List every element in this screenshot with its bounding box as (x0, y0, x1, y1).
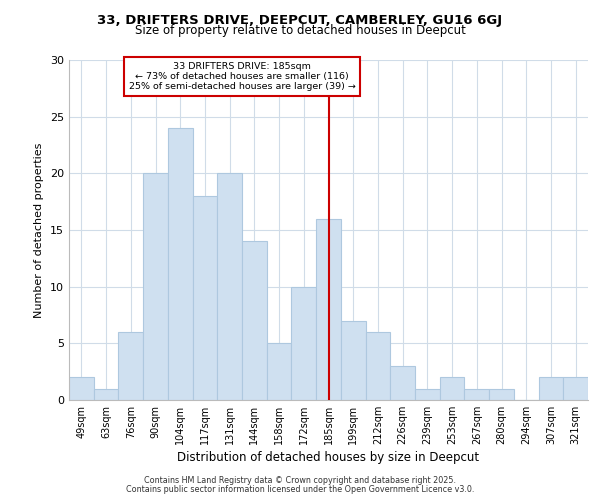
Bar (94, 388, 118, 400)
Bar (217, 174, 242, 400)
Bar (168, 128, 193, 400)
X-axis label: Distribution of detached houses by size in Deepcut: Distribution of detached houses by size … (178, 451, 479, 464)
Bar (539, 378, 563, 400)
Bar (242, 242, 267, 400)
Text: Contains HM Land Registry data © Crown copyright and database right 2025.: Contains HM Land Registry data © Crown c… (144, 476, 456, 485)
Bar (292, 286, 316, 400)
Bar (440, 378, 464, 400)
Bar (193, 196, 217, 400)
Bar (365, 332, 390, 400)
Text: 33 DRIFTERS DRIVE: 185sqm
← 73% of detached houses are smaller (116)
25% of semi: 33 DRIFTERS DRIVE: 185sqm ← 73% of detac… (128, 62, 355, 92)
Bar (341, 320, 365, 400)
Bar (563, 378, 588, 400)
Bar (390, 366, 415, 400)
Bar (464, 388, 489, 400)
Bar (489, 388, 514, 400)
Text: Size of property relative to detached houses in Deepcut: Size of property relative to detached ho… (134, 24, 466, 37)
Y-axis label: Number of detached properties: Number of detached properties (34, 142, 44, 318)
Bar (143, 174, 168, 400)
Bar (316, 218, 341, 400)
Bar (69, 378, 94, 400)
Text: 33, DRIFTERS DRIVE, DEEPCUT, CAMBERLEY, GU16 6GJ: 33, DRIFTERS DRIVE, DEEPCUT, CAMBERLEY, … (97, 14, 503, 27)
Text: Contains public sector information licensed under the Open Government Licence v3: Contains public sector information licen… (126, 485, 474, 494)
Bar (118, 332, 143, 400)
Bar (267, 344, 292, 400)
Bar (415, 388, 440, 400)
